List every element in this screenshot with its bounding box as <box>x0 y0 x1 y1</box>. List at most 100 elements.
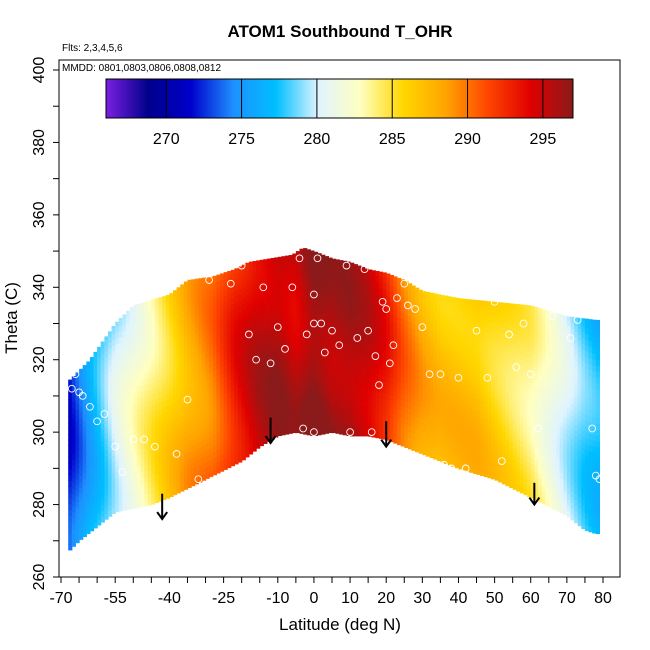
heatmap-cell <box>566 441 572 448</box>
heatmap-cell <box>321 358 326 365</box>
heatmap-cell <box>512 355 517 363</box>
heatmap-cell <box>375 420 380 427</box>
heatmap-cell <box>227 426 232 434</box>
heatmap-cell <box>440 305 445 312</box>
heatmap-cell <box>577 340 582 347</box>
heatmap-cell <box>86 504 91 511</box>
heatmap-cell <box>411 432 416 440</box>
heatmap-cell <box>418 383 423 390</box>
heatmap-cell <box>147 418 152 425</box>
heatmap-cell <box>144 401 149 408</box>
heatmap-cell <box>382 300 387 307</box>
heatmap-cell <box>303 248 308 250</box>
heatmap-cell <box>592 451 597 459</box>
heatmap-cell <box>545 424 550 431</box>
heatmap-cell <box>595 522 600 529</box>
heatmap-cell <box>389 435 394 443</box>
heatmap-cell <box>310 342 315 350</box>
heatmap-cell <box>364 366 369 373</box>
heatmap-cell <box>115 470 120 478</box>
heatmap-cell <box>194 431 199 438</box>
heatmap-cell <box>194 338 199 346</box>
heatmap-cell <box>472 374 478 382</box>
heatmap-cell <box>267 290 272 297</box>
heatmap-cell <box>259 289 264 296</box>
heatmap-cell <box>501 327 506 334</box>
heatmap-cell <box>274 419 279 426</box>
heatmap-cell <box>425 409 431 417</box>
heatmap-cell <box>588 363 593 371</box>
heatmap-cell <box>519 336 525 343</box>
heatmap-cell <box>230 291 235 299</box>
heatmap-cell <box>241 390 246 397</box>
heatmap-cell <box>454 461 460 469</box>
heatmap-cell <box>288 288 293 295</box>
heatmap-cell <box>129 410 134 417</box>
heatmap-cell <box>357 308 362 315</box>
heatmap-cell <box>165 306 170 314</box>
heatmap-cell <box>169 461 174 469</box>
heatmap-cell <box>97 507 102 514</box>
heatmap-cell <box>566 343 572 350</box>
heatmap-cell <box>108 481 113 488</box>
heatmap-cell <box>415 301 420 308</box>
heatmap-cell <box>527 334 532 341</box>
heatmap-cell <box>274 373 279 380</box>
heatmap-cell <box>454 369 460 376</box>
heatmap-cell <box>158 437 163 444</box>
heatmap-cell <box>516 340 521 347</box>
heatmap-cell <box>509 452 514 459</box>
heatmap-cell <box>530 359 535 366</box>
heatmap-cell <box>288 410 293 417</box>
heatmap-cell <box>570 409 575 417</box>
heatmap-cell <box>212 393 217 400</box>
observation-point <box>86 402 94 411</box>
heatmap-cell <box>556 424 561 431</box>
heatmap-cell <box>397 369 402 376</box>
heatmap-cell <box>306 260 311 268</box>
heatmap-cell <box>458 393 463 400</box>
heatmap-cell <box>400 388 405 395</box>
heatmap-cell <box>173 488 178 496</box>
heatmap-cell <box>201 445 207 452</box>
heatmap-cell <box>404 441 409 448</box>
heatmap-cell <box>75 409 80 416</box>
heatmap-cell <box>183 326 189 334</box>
heatmap-cell <box>306 313 311 320</box>
heatmap-cell <box>436 443 441 450</box>
heatmap-cell <box>183 471 189 479</box>
heatmap-cell <box>425 293 431 301</box>
heatmap-cell <box>248 326 254 333</box>
heatmap-cell <box>353 383 358 390</box>
heatmap-cell <box>509 359 514 367</box>
heatmap-cell <box>220 413 225 420</box>
heatmap-cell <box>129 468 134 475</box>
heatmap-cell <box>530 318 535 325</box>
heatmap-cell <box>494 404 499 412</box>
observation-point <box>266 359 275 368</box>
heatmap-cell <box>379 380 384 387</box>
heatmap-cell <box>79 475 84 482</box>
heatmap-cell <box>342 399 347 407</box>
heatmap-cell <box>324 427 329 434</box>
heatmap-cell <box>89 362 95 369</box>
heatmap-cell <box>498 476 503 483</box>
heatmap-cell <box>570 322 575 330</box>
heatmap-cell <box>277 279 282 286</box>
heatmap-cell <box>512 413 517 421</box>
heatmap-cell <box>353 430 358 437</box>
heatmap-cell <box>295 339 301 347</box>
heatmap-cell <box>158 344 163 351</box>
heatmap-cell <box>530 463 535 470</box>
heatmap-cell <box>183 425 189 432</box>
heatmap-cell <box>332 287 337 294</box>
heatmap-cell <box>97 391 102 398</box>
heatmap-cell <box>375 426 380 433</box>
heatmap-cell <box>346 279 351 286</box>
heatmap-cell <box>494 387 499 394</box>
heatmap-cell <box>436 373 441 380</box>
heatmap-cell <box>238 288 243 295</box>
heatmap-cell <box>465 384 470 391</box>
heatmap-cell <box>220 274 225 281</box>
observation-point <box>335 341 344 350</box>
